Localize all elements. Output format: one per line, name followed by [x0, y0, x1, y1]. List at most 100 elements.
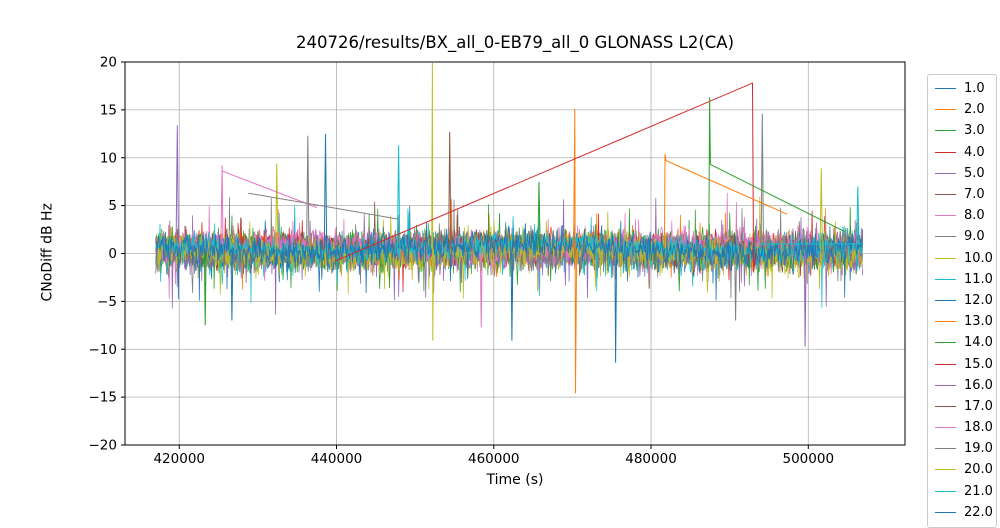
legend-line-sample — [935, 130, 956, 132]
y-tick-label: −15 — [89, 390, 118, 406]
legend-line-sample — [935, 151, 956, 153]
legend-label: 2.0 — [964, 102, 985, 118]
legend-line-sample — [935, 427, 956, 429]
legend-line-sample — [935, 321, 956, 323]
legend-label: 22.0 — [964, 504, 993, 520]
y-tick-label: −5 — [97, 294, 117, 310]
legend-item-22.0: 22.0 — [928, 502, 996, 523]
legend-line-sample — [935, 236, 956, 238]
y-tick-label: 0 — [108, 246, 117, 262]
spike-line — [220, 165, 224, 244]
legend-label: 20.0 — [964, 462, 993, 478]
legend: 1.0 2.0 3.0 4.0 5.0 7.0 8.0 9.0 10.0 11.0 12.0 13.0… — [927, 74, 997, 528]
legend-label: 16.0 — [964, 377, 993, 393]
legend-line-sample — [935, 172, 956, 174]
legend-label: 21.0 — [964, 483, 993, 499]
legend-line-sample — [935, 109, 956, 111]
x-tick-label: 460000 — [468, 451, 520, 467]
legend-label: 10.0 — [964, 250, 993, 266]
legend-line-sample — [935, 194, 956, 196]
gap-line — [334, 82, 757, 273]
spike-line — [448, 131, 452, 249]
legend-item-16.0: 16.0 — [928, 375, 996, 396]
legend-item-13.0: 13.0 — [928, 311, 996, 332]
legend-label: 14.0 — [964, 335, 993, 351]
spike-line — [306, 135, 310, 249]
x-tick-label: 420000 — [153, 451, 205, 467]
legend-line-sample — [935, 490, 956, 492]
spike-line — [614, 253, 618, 363]
x-axis-label: Time (s) — [486, 472, 544, 488]
legend-item-7.0: 7.0 — [928, 184, 996, 205]
legend-item-2.0: 2.0 — [928, 99, 996, 120]
spike-line — [819, 168, 823, 249]
figure: 420000 440000 460000 480000 500000 −20 −15 −10 −… — [39, 33, 997, 528]
gap-line — [663, 153, 788, 249]
legend-item-3.0: 3.0 — [928, 120, 996, 141]
spike-line — [203, 253, 207, 326]
legend-line-sample — [935, 299, 956, 301]
legend-label: 11.0 — [964, 271, 993, 287]
spike-line — [431, 62, 434, 341]
legend-item-18.0: 18.0 — [928, 417, 996, 438]
legend-item-4.0: 4.0 — [928, 142, 996, 163]
legend-line-sample — [935, 257, 956, 259]
legend-label: 12.0 — [964, 292, 993, 308]
y-tick-label: 15 — [100, 102, 117, 118]
y-tick-label: 5 — [108, 198, 117, 214]
legend-label: 17.0 — [964, 398, 993, 414]
legend-item-19.0: 19.0 — [928, 438, 996, 459]
legend-line-sample — [935, 469, 956, 471]
plot-area: 420000 440000 460000 480000 500000 −20 −15 −10 −… — [89, 55, 906, 467]
legend-item-10.0: 10.0 — [928, 248, 996, 269]
legend-label: 1.0 — [964, 81, 985, 97]
legend-line-sample — [935, 88, 956, 90]
legend-line-sample — [935, 448, 956, 450]
spike-line — [573, 108, 578, 394]
series-line-22.0 — [155, 220, 863, 301]
legend-line-sample — [935, 384, 956, 386]
spike-line — [510, 253, 514, 341]
gap-line — [708, 97, 845, 249]
legend-item-12.0: 12.0 — [928, 290, 996, 311]
legend-label: 3.0 — [964, 123, 985, 139]
y-tick-label: −20 — [89, 438, 118, 454]
legend-item-17.0: 17.0 — [928, 396, 996, 417]
series-line-20.0 — [155, 211, 863, 299]
x-tick-label: 480000 — [625, 451, 677, 467]
legend-label: 5.0 — [964, 165, 985, 181]
legend-label: 18.0 — [964, 420, 993, 436]
legend-item-8.0: 8.0 — [928, 205, 996, 226]
legend-label: 13.0 — [964, 314, 993, 330]
legend-line-sample — [935, 363, 956, 365]
legend-label: 4.0 — [964, 144, 985, 160]
legend-line-sample — [935, 215, 956, 217]
legend-item-1.0: 1.0 — [928, 78, 996, 99]
spike-line — [479, 253, 483, 328]
legend-line-sample — [935, 278, 956, 280]
spike-line — [734, 253, 737, 321]
legend-item-9.0: 9.0 — [928, 226, 996, 247]
legend-label: 19.0 — [964, 441, 993, 457]
legend-label: 8.0 — [964, 208, 985, 224]
spike-line — [323, 133, 328, 249]
spike-line — [230, 253, 234, 321]
legend-line-sample — [935, 342, 956, 344]
y-axis-label: CNoDiff dB Hz — [39, 203, 56, 302]
spike-line — [396, 145, 401, 249]
x-tick-label: 440000 — [311, 451, 363, 467]
legend-line-sample — [935, 405, 956, 407]
x-tick-label: 500000 — [783, 451, 835, 467]
legend-item-20.0: 20.0 — [928, 459, 996, 480]
legend-label: 9.0 — [964, 229, 985, 245]
spike-line — [760, 113, 764, 249]
legend-label: 7.0 — [964, 187, 985, 203]
spike-line — [275, 163, 279, 249]
legend-item-21.0: 21.0 — [928, 481, 996, 502]
legend-item-11.0: 11.0 — [928, 269, 996, 290]
gap-line — [222, 170, 318, 208]
spike-line — [856, 186, 860, 244]
legend-item-5.0: 5.0 — [928, 163, 996, 184]
spike-line — [175, 125, 179, 249]
y-tick-label: −10 — [89, 342, 118, 358]
